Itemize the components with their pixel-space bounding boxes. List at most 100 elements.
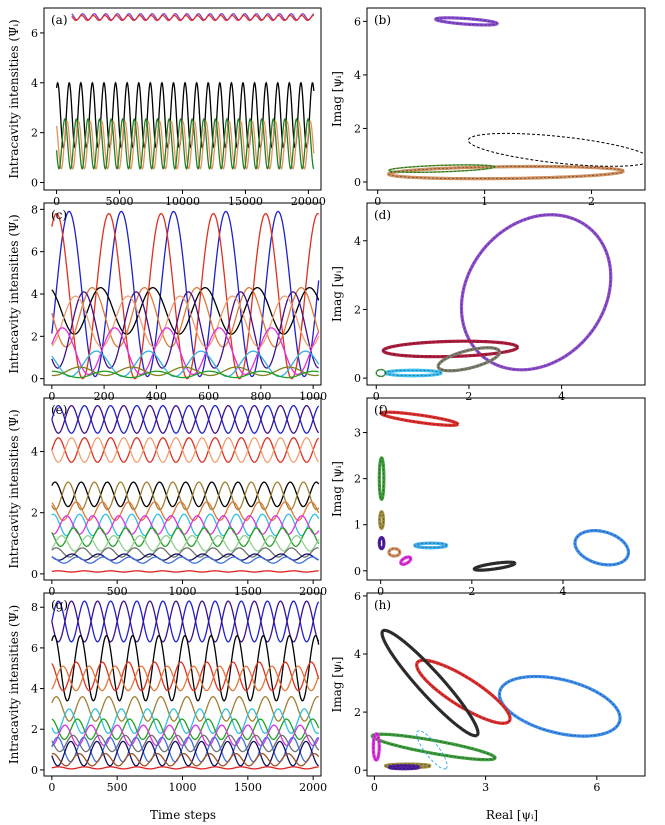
- y-tick-label: 0: [354, 565, 361, 578]
- series-indigo: [51, 404, 320, 434]
- x-tick-label: 2000: [299, 781, 327, 794]
- series-peach: [51, 437, 320, 463]
- y-tick-label: 8: [31, 601, 38, 614]
- plot-area: [51, 600, 320, 770]
- x-tick-label: 1000: [169, 781, 197, 794]
- plot-area: [370, 628, 622, 771]
- x-tick-label: 0: [53, 195, 60, 208]
- loop-indigo: [377, 536, 386, 551]
- series-orange: [51, 665, 320, 692]
- x-tick-label: 400: [146, 390, 167, 403]
- x-tick-label: 600: [198, 390, 219, 403]
- y-tick-label: 3: [354, 427, 361, 440]
- loop-peach: [387, 547, 402, 558]
- x-tick-label: 0: [373, 390, 380, 403]
- y-tick-label: 0: [354, 176, 361, 189]
- y-tick-label: 0: [354, 764, 361, 777]
- y-tick-label: 4: [31, 446, 38, 459]
- x-tick-label: 0: [48, 390, 55, 403]
- loop-red: [415, 658, 512, 725]
- y-tick-label: 4: [31, 77, 38, 90]
- y-tick-label: 4: [31, 683, 38, 696]
- panel-label: (c): [51, 208, 67, 222]
- x-tick-label: 800: [250, 390, 271, 403]
- series-olive: [51, 481, 320, 511]
- x-tick-label: 3: [482, 781, 489, 794]
- series-magenta: [51, 724, 320, 747]
- y-tick-label: 2: [31, 723, 38, 736]
- loop-green: [375, 368, 387, 378]
- y-tick-label: 2: [31, 127, 38, 140]
- axes-frame: [366, 592, 646, 777]
- x-tick-label: 1500: [234, 585, 262, 598]
- loop-olive: [378, 510, 386, 530]
- x-tick-label: 4: [559, 585, 566, 598]
- panel-b: 0 1 2 0 2 4 6 (b) Imag [ψᵢ]: [330, 7, 646, 208]
- loop-green: [377, 456, 386, 502]
- series-indigo: [51, 291, 319, 369]
- series-red: [51, 661, 320, 692]
- y-tick-label: 0: [354, 372, 361, 385]
- series-darkred: [51, 766, 319, 770]
- axes-frame: [366, 7, 646, 191]
- y-tick-label: 0: [31, 568, 38, 581]
- series-green: [51, 527, 320, 548]
- x-tick-label: 2: [588, 195, 595, 208]
- series-magenta: [51, 515, 320, 535]
- y-tick-label: 2: [354, 122, 361, 135]
- plot-area: [386, 16, 645, 181]
- loop-red: [379, 410, 460, 427]
- y-tick-label: 6: [354, 590, 361, 603]
- panel-label: (h): [374, 598, 391, 612]
- axes-frame: [366, 397, 646, 581]
- plot-area: [51, 404, 320, 573]
- loop-magenta: [399, 555, 413, 566]
- series-gray: [51, 547, 319, 558]
- x-tick-label: 4: [558, 390, 565, 403]
- x-tick-label: 500: [107, 781, 128, 794]
- y-tick-label: 6: [31, 27, 38, 40]
- axes-frame: [366, 202, 646, 386]
- y-axis-label: Intracavity intensities (Ψᵢ): [7, 605, 21, 764]
- plot-area: [375, 213, 613, 378]
- panel-label: (b): [374, 13, 391, 27]
- loop-purple: [459, 213, 613, 372]
- panel-a: 0 5000 10000 15000 20000 0 2 4 6 (a) Intracavity i…: [7, 7, 326, 208]
- y-tick-label: 0: [31, 373, 38, 386]
- plot-area: [377, 410, 631, 572]
- loop-black: [472, 560, 517, 572]
- y-axis-label: Imag [ψᵢ]: [330, 657, 344, 713]
- series-green: [51, 370, 319, 379]
- x-tick-label: 2: [468, 585, 475, 598]
- series-black: [51, 481, 320, 508]
- series-darkblue: [51, 740, 319, 767]
- y-tick-label: 4: [354, 69, 361, 82]
- series-gray: [51, 734, 320, 753]
- panel-label: (e): [51, 403, 67, 417]
- loop-orange: [386, 164, 625, 181]
- x-tick-label: 500: [107, 585, 128, 598]
- x-tick-label: 1000: [169, 585, 197, 598]
- y-tick-label: 2: [354, 303, 361, 316]
- x-tick-label: 2: [465, 390, 472, 403]
- loop-purple: [434, 16, 499, 27]
- x-tick-label: 20000: [291, 195, 326, 208]
- panel-label: (f): [374, 403, 388, 417]
- loop-blue: [573, 529, 631, 567]
- plot-area: [55, 13, 315, 170]
- x-tick-label: 2000: [299, 585, 327, 598]
- loop-black: [380, 628, 480, 738]
- loop-magenta: [371, 732, 381, 762]
- y-axis-label: Intracavity intensities (Ψᵢ): [7, 409, 21, 568]
- panel-g: 0 500 1000 1500 2000 0 2 4 6 8 (g) Intracavity inte…: [7, 592, 327, 794]
- panel-e: 0 500 1000 1500 2000 0 2 4 (e) Intracavity intens…: [7, 397, 327, 598]
- loop-gray: [436, 346, 502, 373]
- series-orange: [55, 120, 315, 170]
- series-darkred: [51, 570, 319, 573]
- loop-cyan: [416, 730, 448, 770]
- loop-cyan: [383, 368, 443, 378]
- y-axis-label: Imag [ψᵢ]: [330, 266, 344, 322]
- x-tick-label: 5000: [106, 195, 134, 208]
- y-axis-label: Intracavity intensities (Ψᵢ): [7, 19, 21, 178]
